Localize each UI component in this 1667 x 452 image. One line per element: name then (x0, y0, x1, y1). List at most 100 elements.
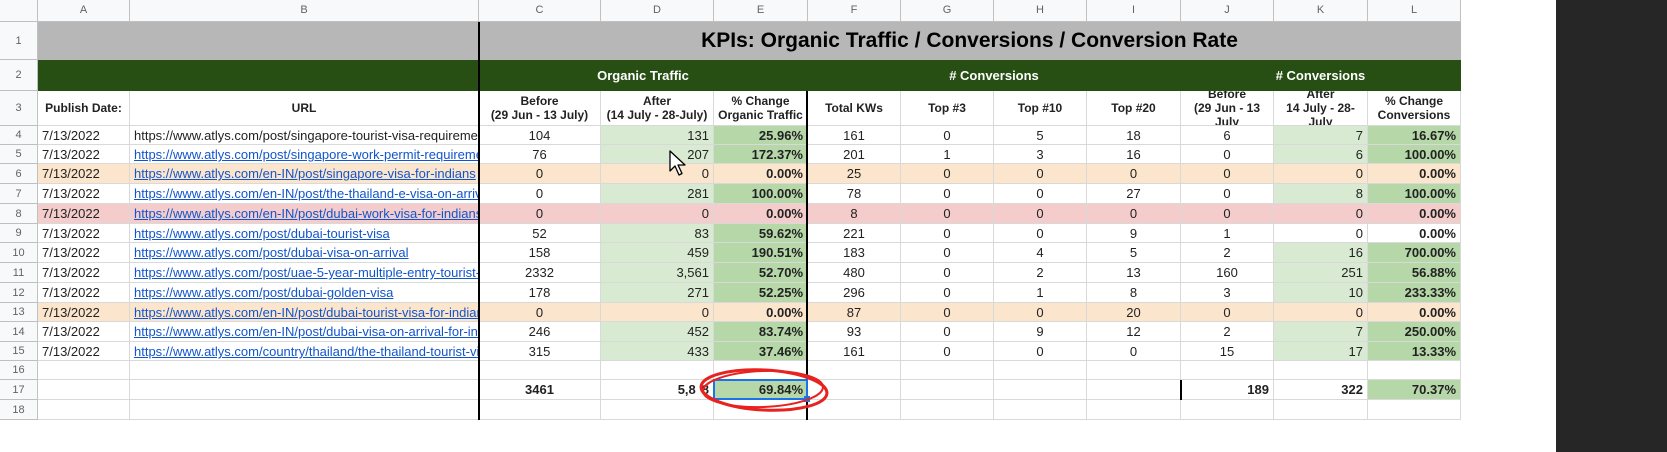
row-8-top20[interactable]: 0 (1087, 204, 1181, 224)
row-header-12[interactable]: 12 (0, 283, 38, 303)
row-7-publish-date[interactable]: 7/13/2022 (38, 184, 130, 204)
cell-i16[interactable] (1087, 361, 1181, 380)
row-12-url-link[interactable]: https://www.atlys.com/post/dubai-golden-… (130, 283, 479, 303)
row-6-change-conversions[interactable]: 0.00% (1368, 164, 1461, 184)
cell-c16[interactable] (479, 361, 601, 380)
row-6-url-link[interactable]: https://www.atlys.com/en-IN/post/singapo… (130, 164, 479, 184)
row-11-top20[interactable]: 13 (1087, 263, 1181, 283)
row-7-change-organic[interactable]: 100.00% (714, 184, 808, 204)
row-14-url-link[interactable]: https://www.atlys.com/en-IN/post/dubai-v… (130, 322, 479, 342)
row-15-top3[interactable]: 0 (901, 342, 994, 361)
row-11-before[interactable]: 2332 (479, 263, 601, 283)
row-10-top3[interactable]: 0 (901, 243, 994, 263)
row-8-after[interactable]: 0 (601, 204, 714, 224)
cell-j18[interactable] (1181, 400, 1274, 420)
column-header-j[interactable]: J (1181, 0, 1274, 22)
row-4-top10[interactable]: 5 (994, 126, 1087, 145)
row-6-total-kws[interactable]: 25 (808, 164, 901, 184)
row-13-url-link[interactable]: https://www.atlys.com/en-IN/post/dubai-t… (130, 303, 479, 322)
row-7-change-conversions[interactable]: 100.00% (1368, 184, 1461, 204)
row-4-top3[interactable]: 0 (901, 126, 994, 145)
total-conversions-after[interactable]: 322 (1274, 380, 1368, 400)
row-12-conversions-before[interactable]: 3 (1181, 283, 1274, 303)
row-13-total-kws[interactable]: 87 (808, 303, 901, 322)
row-6-top10[interactable]: 0 (994, 164, 1087, 184)
row-9-after[interactable]: 83 (601, 224, 714, 243)
row-6-conversions-before[interactable]: 0 (1181, 164, 1274, 184)
row-header-15[interactable]: 15 (0, 342, 38, 361)
row-15-top10[interactable]: 0 (994, 342, 1087, 361)
row-5-top20[interactable]: 16 (1087, 145, 1181, 164)
row-8-publish-date[interactable]: 7/13/2022 (38, 204, 130, 224)
row-5-change-organic[interactable]: 172.37% (714, 145, 808, 164)
row-9-total-kws[interactable]: 221 (808, 224, 901, 243)
row-4-change-organic[interactable]: 25.96% (714, 126, 808, 145)
column-header-k[interactable]: K (1274, 0, 1368, 22)
row-13-top20[interactable]: 20 (1087, 303, 1181, 322)
row-10-after[interactable]: 459 (601, 243, 714, 263)
column-header-l[interactable]: L (1368, 0, 1461, 22)
row-8-top10[interactable]: 0 (994, 204, 1087, 224)
row-11-publish-date[interactable]: 7/13/2022 (38, 263, 130, 283)
row-10-publish-date[interactable]: 7/13/2022 (38, 243, 130, 263)
total-conversions-before[interactable]: 189 (1181, 380, 1274, 400)
row-4-url-link[interactable]: https://www.atlys.com/post/singapore-tou… (130, 126, 479, 145)
row-9-publish-date[interactable]: 7/13/2022 (38, 224, 130, 243)
cell-b16[interactable] (130, 361, 479, 380)
spreadsheet-grid[interactable]: A B C D E F G H I J K L 1 2 3 4 5 6 7 8 9 10 11 12 13 14 15 16 17 18 K… (0, 0, 1556, 452)
row-14-conversions-before[interactable]: 2 (1181, 322, 1274, 342)
conversions-group-header-2[interactable]: # Conversions (1181, 60, 1461, 91)
cell-c18[interactable] (479, 400, 601, 420)
cell-a18[interactable] (38, 400, 130, 420)
row-7-url-link[interactable]: https://www.atlys.com/en-IN/post/the-tha… (130, 184, 479, 204)
top20-header[interactable]: Top #20 (1087, 91, 1181, 126)
row-13-top3[interactable]: 0 (901, 303, 994, 322)
row-15-top20[interactable]: 0 (1087, 342, 1181, 361)
url-header[interactable]: URL (130, 91, 479, 126)
row-5-change-conversions[interactable]: 100.00% (1368, 145, 1461, 164)
row-6-before[interactable]: 0 (479, 164, 601, 184)
row-15-after[interactable]: 433 (601, 342, 714, 361)
row-14-conversions-after[interactable]: 7 (1274, 322, 1368, 342)
cell-i18[interactable] (1087, 400, 1181, 420)
column-header-b[interactable]: B (130, 0, 479, 22)
cell-h18[interactable] (994, 400, 1087, 420)
row-14-after[interactable]: 452 (601, 322, 714, 342)
row-10-conversions-before[interactable]: 2 (1181, 243, 1274, 263)
row-14-top3[interactable]: 0 (901, 322, 994, 342)
row-9-top10[interactable]: 0 (994, 224, 1087, 243)
row-7-top10[interactable]: 0 (994, 184, 1087, 204)
row-5-before[interactable]: 76 (479, 145, 601, 164)
row-header-1[interactable]: 1 (0, 22, 38, 60)
kpi-title-cell[interactable]: KPIs: Organic Traffic / Conversions / Co… (479, 22, 1461, 60)
row-14-top20[interactable]: 12 (1087, 322, 1181, 342)
row-5-conversions-after[interactable]: 6 (1274, 145, 1368, 164)
row-7-before[interactable]: 0 (479, 184, 601, 204)
row-14-total-kws[interactable]: 93 (808, 322, 901, 342)
row-8-conversions-before[interactable]: 0 (1181, 204, 1274, 224)
row-15-before[interactable]: 315 (479, 342, 601, 361)
row-11-change-organic[interactable]: 52.70% (714, 263, 808, 283)
row-header-13[interactable]: 13 (0, 303, 38, 322)
row-4-conversions-after[interactable]: 7 (1274, 126, 1368, 145)
row-13-conversions-after[interactable]: 0 (1274, 303, 1368, 322)
row-14-publish-date[interactable]: 7/13/2022 (38, 322, 130, 342)
row-11-total-kws[interactable]: 480 (808, 263, 901, 283)
cell-h16[interactable] (994, 361, 1087, 380)
row-4-publish-date[interactable]: 7/13/2022 (38, 126, 130, 145)
row-12-top20[interactable]: 8 (1087, 283, 1181, 303)
row-10-top20[interactable]: 5 (1087, 243, 1181, 263)
row-8-conversions-after[interactable]: 0 (1274, 204, 1368, 224)
row-header-3[interactable]: 3 (0, 91, 38, 126)
row-12-top3[interactable]: 0 (901, 283, 994, 303)
row-14-before[interactable]: 246 (479, 322, 601, 342)
cell-d18[interactable] (601, 400, 714, 420)
row-8-top3[interactable]: 0 (901, 204, 994, 224)
row-10-conversions-after[interactable]: 16 (1274, 243, 1368, 263)
column-header-g[interactable]: G (901, 0, 994, 22)
cell-d16[interactable] (601, 361, 714, 380)
row-15-conversions-before[interactable]: 15 (1181, 342, 1274, 361)
row-6-conversions-after[interactable]: 0 (1274, 164, 1368, 184)
row-15-url-link[interactable]: https://www.atlys.com/country/thailand/t… (130, 342, 479, 361)
row-7-conversions-before[interactable]: 0 (1181, 184, 1274, 204)
